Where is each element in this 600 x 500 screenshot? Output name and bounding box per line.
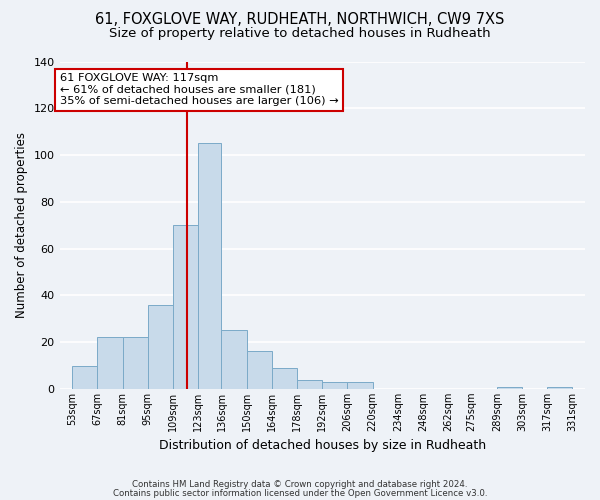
Bar — [97, 338, 122, 389]
Bar — [122, 338, 148, 389]
Text: Contains HM Land Registry data © Crown copyright and database right 2024.: Contains HM Land Registry data © Crown c… — [132, 480, 468, 489]
Y-axis label: Number of detached properties: Number of detached properties — [15, 132, 28, 318]
Text: 61, FOXGLOVE WAY, RUDHEATH, NORTHWICH, CW9 7XS: 61, FOXGLOVE WAY, RUDHEATH, NORTHWICH, C… — [95, 12, 505, 28]
Bar — [198, 144, 221, 389]
Bar — [497, 386, 522, 389]
Bar — [297, 380, 322, 389]
Text: Contains public sector information licensed under the Open Government Licence v3: Contains public sector information licen… — [113, 490, 487, 498]
Bar — [322, 382, 347, 389]
Bar — [221, 330, 247, 389]
Bar — [272, 368, 297, 389]
Bar — [247, 352, 272, 389]
X-axis label: Distribution of detached houses by size in Rudheath: Distribution of detached houses by size … — [159, 440, 486, 452]
Bar — [173, 225, 198, 389]
Bar — [547, 386, 572, 389]
Bar — [148, 304, 173, 389]
Text: 61 FOXGLOVE WAY: 117sqm
← 61% of detached houses are smaller (181)
35% of semi-d: 61 FOXGLOVE WAY: 117sqm ← 61% of detache… — [59, 73, 338, 106]
Bar — [72, 366, 97, 389]
Text: Size of property relative to detached houses in Rudheath: Size of property relative to detached ho… — [109, 28, 491, 40]
Bar — [347, 382, 373, 389]
